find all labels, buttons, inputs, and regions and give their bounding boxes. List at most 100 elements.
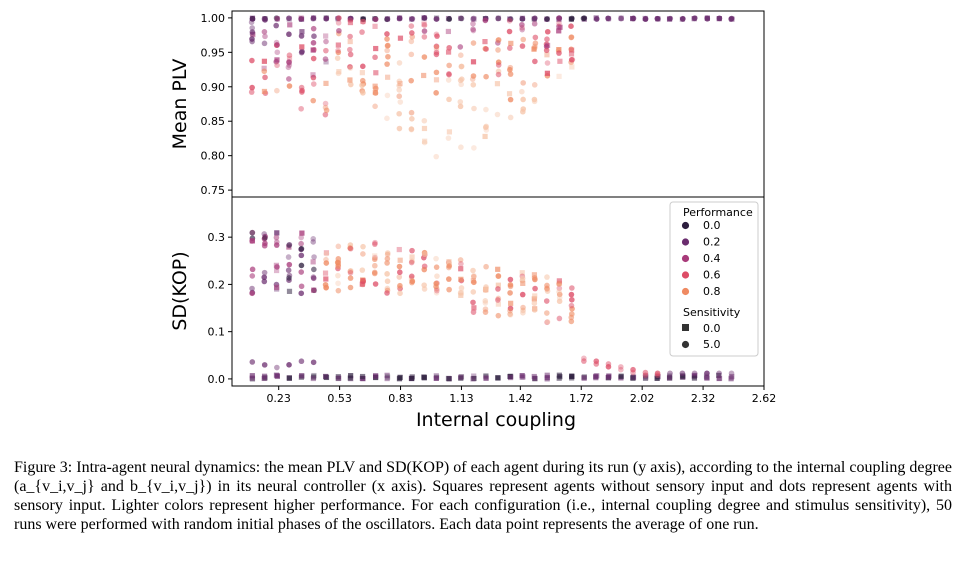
mean-plv-point [470, 16, 476, 22]
sd-kop-point [654, 370, 661, 377]
mean-plv-point [556, 15, 563, 22]
mean-plv-point [273, 15, 280, 21]
mean-plv-point [286, 83, 293, 89]
mean-plv-point [555, 23, 562, 30]
mean-plv-point [384, 16, 391, 22]
sd-kop-point [556, 294, 563, 301]
y-tick-label: 0.3 [208, 231, 226, 244]
sd-kop-point [569, 305, 575, 312]
mean-plv-point [556, 20, 562, 27]
x-tick-label: 2.02 [630, 392, 655, 405]
mean-plv-point [274, 62, 280, 69]
legend-box [669, 201, 759, 357]
sd-kop-point [310, 275, 317, 282]
mean-plv-point [470, 40, 477, 46]
mean-plv-point [322, 111, 329, 118]
mean-plv-point [397, 35, 404, 41]
sd-kop-point [433, 286, 440, 292]
mean-plv-point [519, 21, 525, 28]
sd-kop-point [679, 370, 686, 377]
sd-kop-point [495, 312, 502, 319]
sd-kop-point [666, 375, 673, 381]
mean-plv-point [531, 46, 537, 52]
sd-kop-point [531, 275, 538, 281]
mean-plv-point [372, 90, 379, 96]
mean-plv-point [557, 58, 563, 64]
sd-kop-point [285, 267, 292, 274]
mean-plv-point [359, 29, 365, 35]
mean-plv-point [384, 31, 390, 37]
mean-plv-point [728, 16, 734, 22]
legend-sensitivity-5: 5.0 [703, 338, 721, 351]
mean-plv-point [520, 80, 526, 86]
mean-plv-point [384, 92, 391, 99]
mean-plv-point [286, 52, 293, 59]
sd-kop-point [249, 285, 255, 292]
sd-kop-point [630, 369, 636, 376]
mean-plv-point [421, 28, 428, 34]
sd-kop-point [274, 364, 280, 371]
mean-plv-point [507, 96, 514, 103]
mean-plv-point [531, 98, 538, 105]
mean-plv-point [372, 16, 379, 23]
sd-kop-point [372, 241, 378, 247]
sd-kop-point [458, 292, 464, 298]
sd-kop-point [335, 272, 341, 279]
legend-performance-title: Performance [683, 206, 753, 219]
sd-kop-point [323, 250, 330, 257]
sd-kop-point [261, 231, 268, 237]
mean-plv-point [471, 145, 477, 151]
mean-plv-point [495, 71, 502, 78]
mean-plv-point [494, 81, 501, 87]
sd-kop-point [286, 375, 292, 381]
mean-plv-point [483, 123, 489, 130]
sd-kop-point [249, 290, 255, 297]
mean-plv-point [446, 71, 452, 77]
x-tick-label: 0.23 [266, 392, 291, 405]
sd-kop-point [409, 258, 415, 265]
sd-kop-point [285, 254, 292, 260]
sd-kop-point [434, 273, 440, 279]
mean-plv-point [655, 16, 661, 22]
sd-kop-point [249, 266, 256, 273]
mean-plv-point [482, 39, 488, 45]
mean-plv-point [507, 16, 513, 23]
sd-kop-point [274, 230, 280, 236]
mean-plv-point [360, 19, 366, 25]
sd-kop-panel-frame [231, 196, 765, 387]
mean-plv-point [421, 15, 428, 21]
sd-kop-point [581, 375, 587, 381]
sd-kop-point [384, 375, 390, 382]
mean-plv-point [495, 40, 501, 46]
mean-plv-point [396, 110, 402, 117]
sd-kop-point [262, 235, 268, 241]
mean-plv-point [495, 62, 502, 68]
sd-kop-point [262, 240, 268, 247]
legend-performance-entries: 0.0 0.2 0.4 0.6 0.8 [681, 219, 721, 298]
mean-plv-point [704, 16, 711, 22]
mean-plv-point [679, 16, 686, 22]
sd-kop-point [569, 285, 575, 291]
mean-plv-point [408, 126, 415, 133]
mean-plv-point [323, 59, 329, 65]
sd-kop-point [495, 375, 501, 381]
mean-plv-axis-label: Mean PLV [169, 59, 191, 150]
sd-kop-point [457, 257, 464, 263]
mean-plv-point [397, 99, 404, 105]
mean-plv-point [544, 52, 550, 58]
sd-kop-point [446, 263, 453, 269]
mean-plv-point [470, 27, 477, 34]
mean-plv-point [323, 38, 329, 45]
mean-plv-point [409, 16, 415, 22]
mean-plv-point [531, 96, 538, 103]
sd-kop-point [568, 291, 575, 298]
sd-kop-point [335, 280, 341, 287]
legend-performance-marker [681, 221, 690, 230]
mean-plv-point [408, 51, 415, 58]
sd-kop-point [286, 242, 292, 249]
mean-plv-point [287, 22, 293, 28]
x-tick-label: 0.83 [388, 392, 413, 405]
mean-plv-point [408, 77, 414, 84]
mean-plv-point [433, 43, 440, 50]
sd-kop-point [261, 269, 268, 276]
